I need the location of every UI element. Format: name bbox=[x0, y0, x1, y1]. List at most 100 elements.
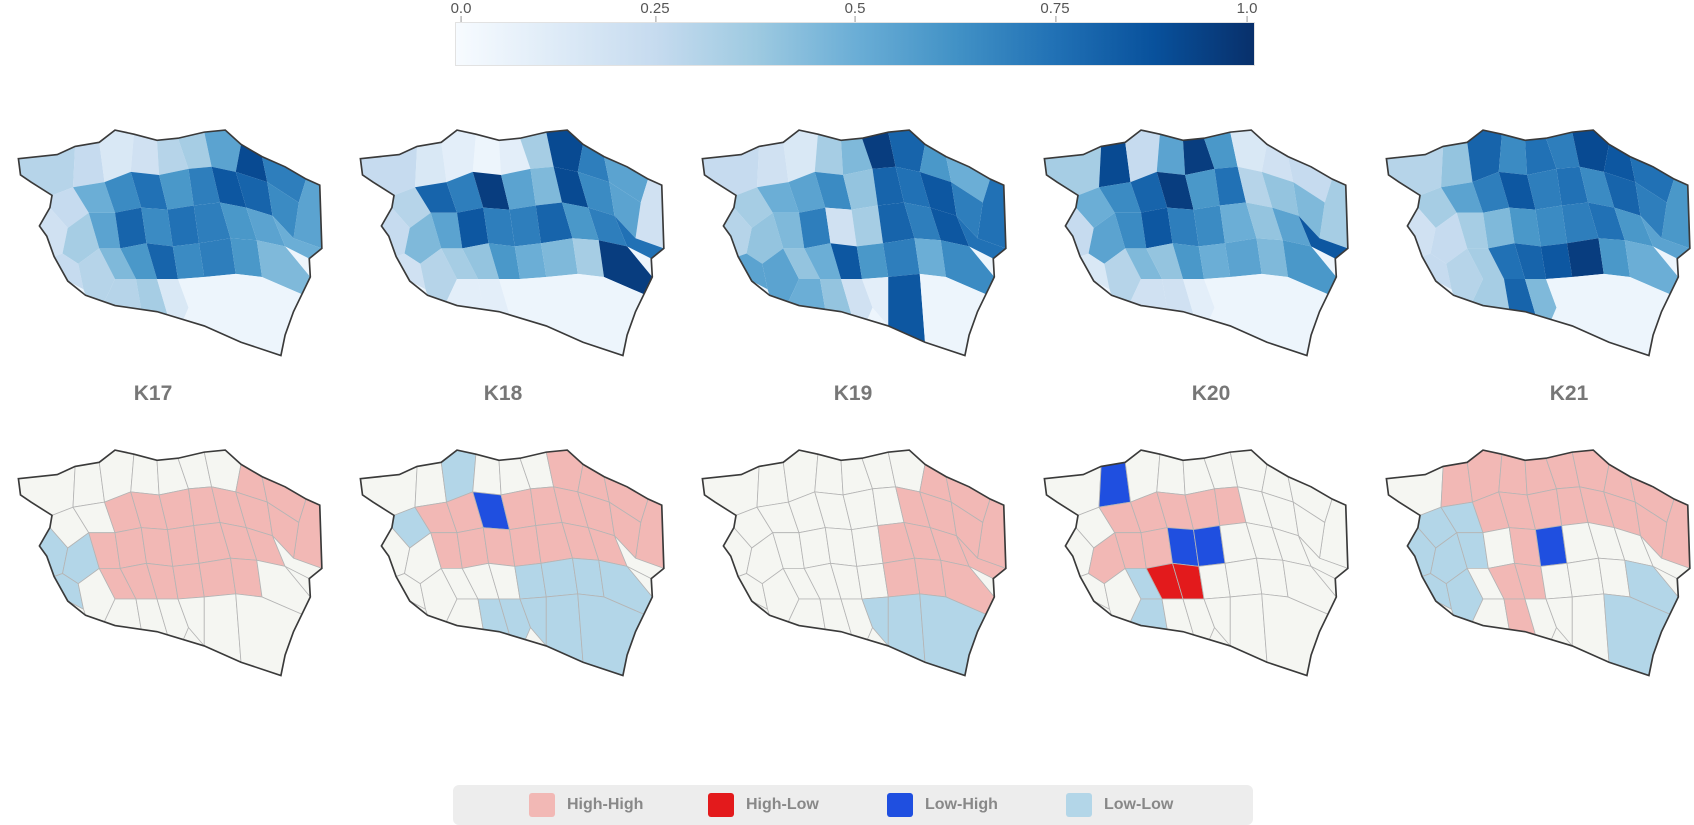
choro-4-tract-23 bbox=[1509, 207, 1541, 247]
choro-4-tract-36 bbox=[1598, 238, 1630, 277]
lisa-4-tract-0 bbox=[1386, 465, 1444, 516]
choro-2-tract-40 bbox=[841, 279, 873, 320]
choro-2-tract-11 bbox=[757, 182, 799, 213]
period-label-k21: K21 bbox=[1549, 382, 1589, 405]
choro-1-tract-3 bbox=[472, 134, 502, 175]
choro-2-tract-35 bbox=[883, 238, 920, 277]
choro-2-tract-6 bbox=[888, 130, 925, 172]
colorbar-tick-4: 1.0 bbox=[1236, 0, 1258, 22]
choro-4-tract-20 bbox=[1430, 212, 1468, 264]
choro-4-tract-22 bbox=[1483, 207, 1515, 249]
choro-2-tract-14 bbox=[843, 168, 878, 210]
choro-0-tract-17 bbox=[235, 171, 273, 216]
choro-4-tract-21 bbox=[1456, 212, 1489, 249]
choro-3-tract-27 bbox=[1272, 207, 1312, 247]
choro-4-tract-19 bbox=[1407, 207, 1436, 257]
choro-0-tract-19 bbox=[39, 207, 68, 257]
choro-0-tract-25 bbox=[193, 202, 231, 244]
choro-4-tract-37 bbox=[1624, 240, 1679, 295]
choro-0-tract-27 bbox=[246, 207, 286, 247]
choro-1-tract-0 bbox=[360, 146, 418, 196]
choro-3-tract-2 bbox=[1125, 130, 1160, 183]
period-label-k17: K17 bbox=[133, 382, 173, 405]
choro-1-tract-12 bbox=[446, 171, 484, 213]
lisa-map-k17 bbox=[0, 440, 330, 702]
lisa-row bbox=[0, 440, 1694, 690]
choro-3-tract-6 bbox=[1230, 130, 1267, 172]
legend-label-high-low: High-Low bbox=[746, 796, 819, 813]
choro-4-tract-16 bbox=[1579, 166, 1615, 208]
choro-4-tract-32 bbox=[1488, 243, 1525, 279]
choro-1-tract-4 bbox=[499, 138, 531, 175]
choro-4-tract-14 bbox=[1527, 168, 1562, 210]
choro-3-tract-22 bbox=[1141, 207, 1173, 249]
choro-4-tract-10 bbox=[1417, 187, 1457, 228]
lisa-0-tract-35 bbox=[198, 557, 237, 598]
choro-3-tract-31 bbox=[1125, 248, 1162, 279]
choro-4-tract-9 bbox=[1661, 179, 1690, 249]
choro-3-tract-25 bbox=[1219, 202, 1257, 244]
choro-0-tract-13 bbox=[130, 171, 168, 210]
choro-2-tract-1 bbox=[757, 142, 789, 188]
choro-1-tract-29 bbox=[396, 253, 426, 290]
lisa-2-tract-42 bbox=[887, 593, 926, 663]
choro-4-tract-31 bbox=[1467, 248, 1504, 279]
lisa-map-k21 bbox=[1368, 440, 1694, 702]
choro-2-tract-8 bbox=[946, 156, 991, 203]
choro-1-tract-13 bbox=[472, 171, 510, 210]
choro-4-tract-12 bbox=[1472, 171, 1510, 213]
choro-2-tract-26 bbox=[904, 202, 941, 241]
lisa-4-tract-35 bbox=[1566, 557, 1605, 598]
choro-1-tract-22 bbox=[457, 207, 489, 249]
choro-1-tract-6 bbox=[546, 130, 583, 172]
choro-0-tract-43 bbox=[235, 273, 302, 356]
choro-4-tract-3 bbox=[1498, 134, 1528, 175]
choro-3-tract-15 bbox=[1214, 166, 1246, 206]
choro-0-tract-24 bbox=[167, 205, 199, 247]
choro-3-tract-43 bbox=[1261, 273, 1328, 356]
choro-1-tract-28 bbox=[614, 215, 664, 259]
lisa-2-tract-0 bbox=[702, 465, 760, 516]
choro-3-tract-13 bbox=[1156, 171, 1194, 210]
choro-2-tract-9 bbox=[977, 179, 1006, 249]
choro-1-tract-11 bbox=[415, 182, 457, 213]
choro-2-tract-30 bbox=[762, 248, 799, 302]
choro-2-tract-18 bbox=[951, 182, 983, 239]
choro-0-tract-29 bbox=[54, 253, 84, 290]
choro-0-tract-31 bbox=[99, 248, 136, 279]
legend-swatch-low-high bbox=[887, 793, 913, 817]
choro-4-tract-27 bbox=[1614, 207, 1654, 247]
choro-3-tract-36 bbox=[1256, 238, 1288, 277]
choro-1-tract-2 bbox=[441, 130, 476, 183]
choro-0-tract-36 bbox=[230, 238, 262, 277]
choro-1-tract-41 bbox=[520, 276, 547, 326]
choro-1-tract-1 bbox=[415, 142, 447, 188]
choro-3-tract-7 bbox=[1261, 144, 1294, 183]
choro-0-tract-26 bbox=[219, 202, 257, 241]
legend-label-low-low: Low-Low bbox=[1104, 796, 1174, 813]
choro-3-tract-14 bbox=[1185, 168, 1220, 210]
choro-2-tract-27 bbox=[930, 207, 970, 247]
choro-4-tract-38 bbox=[1472, 279, 1510, 310]
choro-3-tract-12 bbox=[1130, 171, 1168, 213]
choro-4-tract-7 bbox=[1603, 144, 1636, 183]
choro-4-tract-1 bbox=[1441, 142, 1473, 188]
choro-1-tract-17 bbox=[577, 171, 615, 216]
legend-item-low-low: Low-Low bbox=[1066, 793, 1173, 817]
lisa-k21-svg bbox=[1385, 449, 1691, 677]
choro-4-tract-17 bbox=[1603, 171, 1641, 216]
choro-1-tract-8 bbox=[604, 156, 649, 203]
period-label-k19: K19 bbox=[833, 382, 873, 405]
choro-0-tract-35 bbox=[198, 238, 236, 277]
lisa-0-tract-0 bbox=[18, 465, 76, 516]
choro-2-tract-10 bbox=[733, 187, 773, 228]
lisa-map-k18 bbox=[342, 440, 672, 702]
choro-2-tract-23 bbox=[825, 207, 857, 247]
choro-0-tract-38 bbox=[104, 279, 142, 310]
choro-0-tract-40 bbox=[157, 279, 189, 320]
choro-3-tract-42 bbox=[1230, 273, 1267, 343]
choro-1-tract-31 bbox=[441, 248, 478, 279]
choro-3-tract-23 bbox=[1167, 207, 1199, 247]
choro-1-tract-36 bbox=[572, 238, 604, 277]
choro-3-tract-21 bbox=[1114, 212, 1147, 249]
